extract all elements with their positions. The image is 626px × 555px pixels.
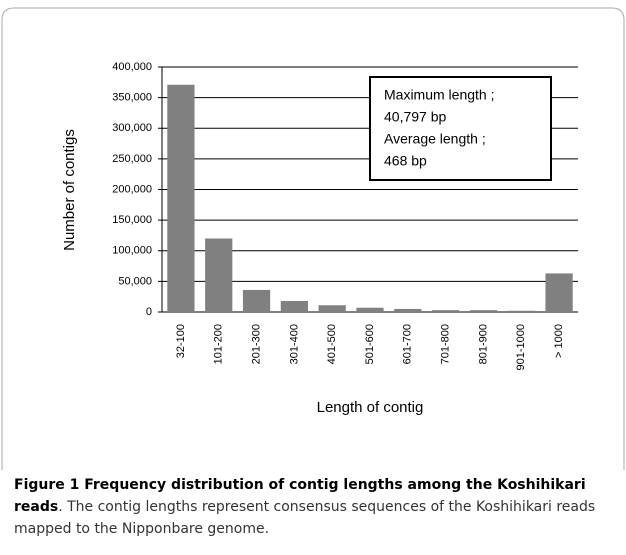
frame	[14, 7, 625, 470]
x-tick-label: 401-500	[326, 324, 338, 364]
caption-title: Figure 1 Frequency distribution of conti…	[14, 477, 586, 515]
y-tick-label: 300,000	[112, 122, 152, 134]
bar	[205, 238, 233, 312]
y-axis-title: Number of contigs	[61, 129, 78, 251]
x-tick-label: 101-200	[213, 324, 225, 364]
y-tick-label: 250,000	[112, 153, 152, 165]
y-tick-label: 200,000	[112, 183, 152, 195]
bar	[242, 289, 271, 312]
bar	[318, 305, 346, 312]
bar	[432, 310, 460, 312]
x-tick-label: 601-700	[402, 324, 414, 364]
bar	[545, 273, 573, 312]
bar	[167, 84, 195, 312]
y-tick-label: 0	[146, 306, 152, 318]
x-tick-label: 201-300	[250, 324, 262, 364]
y-tick-label: 400,000	[112, 61, 152, 73]
x-axis-title: Length of contig	[317, 399, 424, 416]
bar	[469, 310, 498, 312]
annotation-box	[369, 76, 552, 181]
bar	[356, 307, 384, 312]
frame	[1, 7, 15, 470]
bar	[394, 308, 422, 312]
chart: Number of contigs Length of contig 0 50,0…	[1, 7, 625, 470]
caption: Figure 1 Frequency distribution of conti…	[14, 474, 614, 540]
annotation-text: Average length ;	[384, 131, 486, 147]
x-tick-label: 801-900	[477, 324, 489, 364]
bar	[507, 310, 535, 312]
x-tick-label: > 1000	[553, 324, 565, 358]
caption-text: . The contig lengths represent consensus…	[14, 499, 596, 537]
x-tick-label: 301-400	[288, 324, 300, 364]
annotation-text: 468 bp	[384, 153, 427, 169]
bar	[280, 300, 308, 312]
y-tick-label: 100,000	[112, 245, 152, 257]
y-tick-label: 150,000	[112, 214, 152, 226]
x-tick-label: 501-600	[364, 324, 376, 364]
annotation-text: Maximum length ;	[384, 87, 494, 103]
y-tick-label: 50,000	[118, 275, 152, 287]
x-tick-label: 701-800	[440, 324, 452, 364]
x-tick-label: 32-100	[175, 324, 187, 358]
x-tick-label: 901-1000	[515, 324, 527, 371]
y-tick-label: 350,000	[112, 92, 152, 104]
annotation-text: 40,797 bp	[384, 109, 446, 125]
